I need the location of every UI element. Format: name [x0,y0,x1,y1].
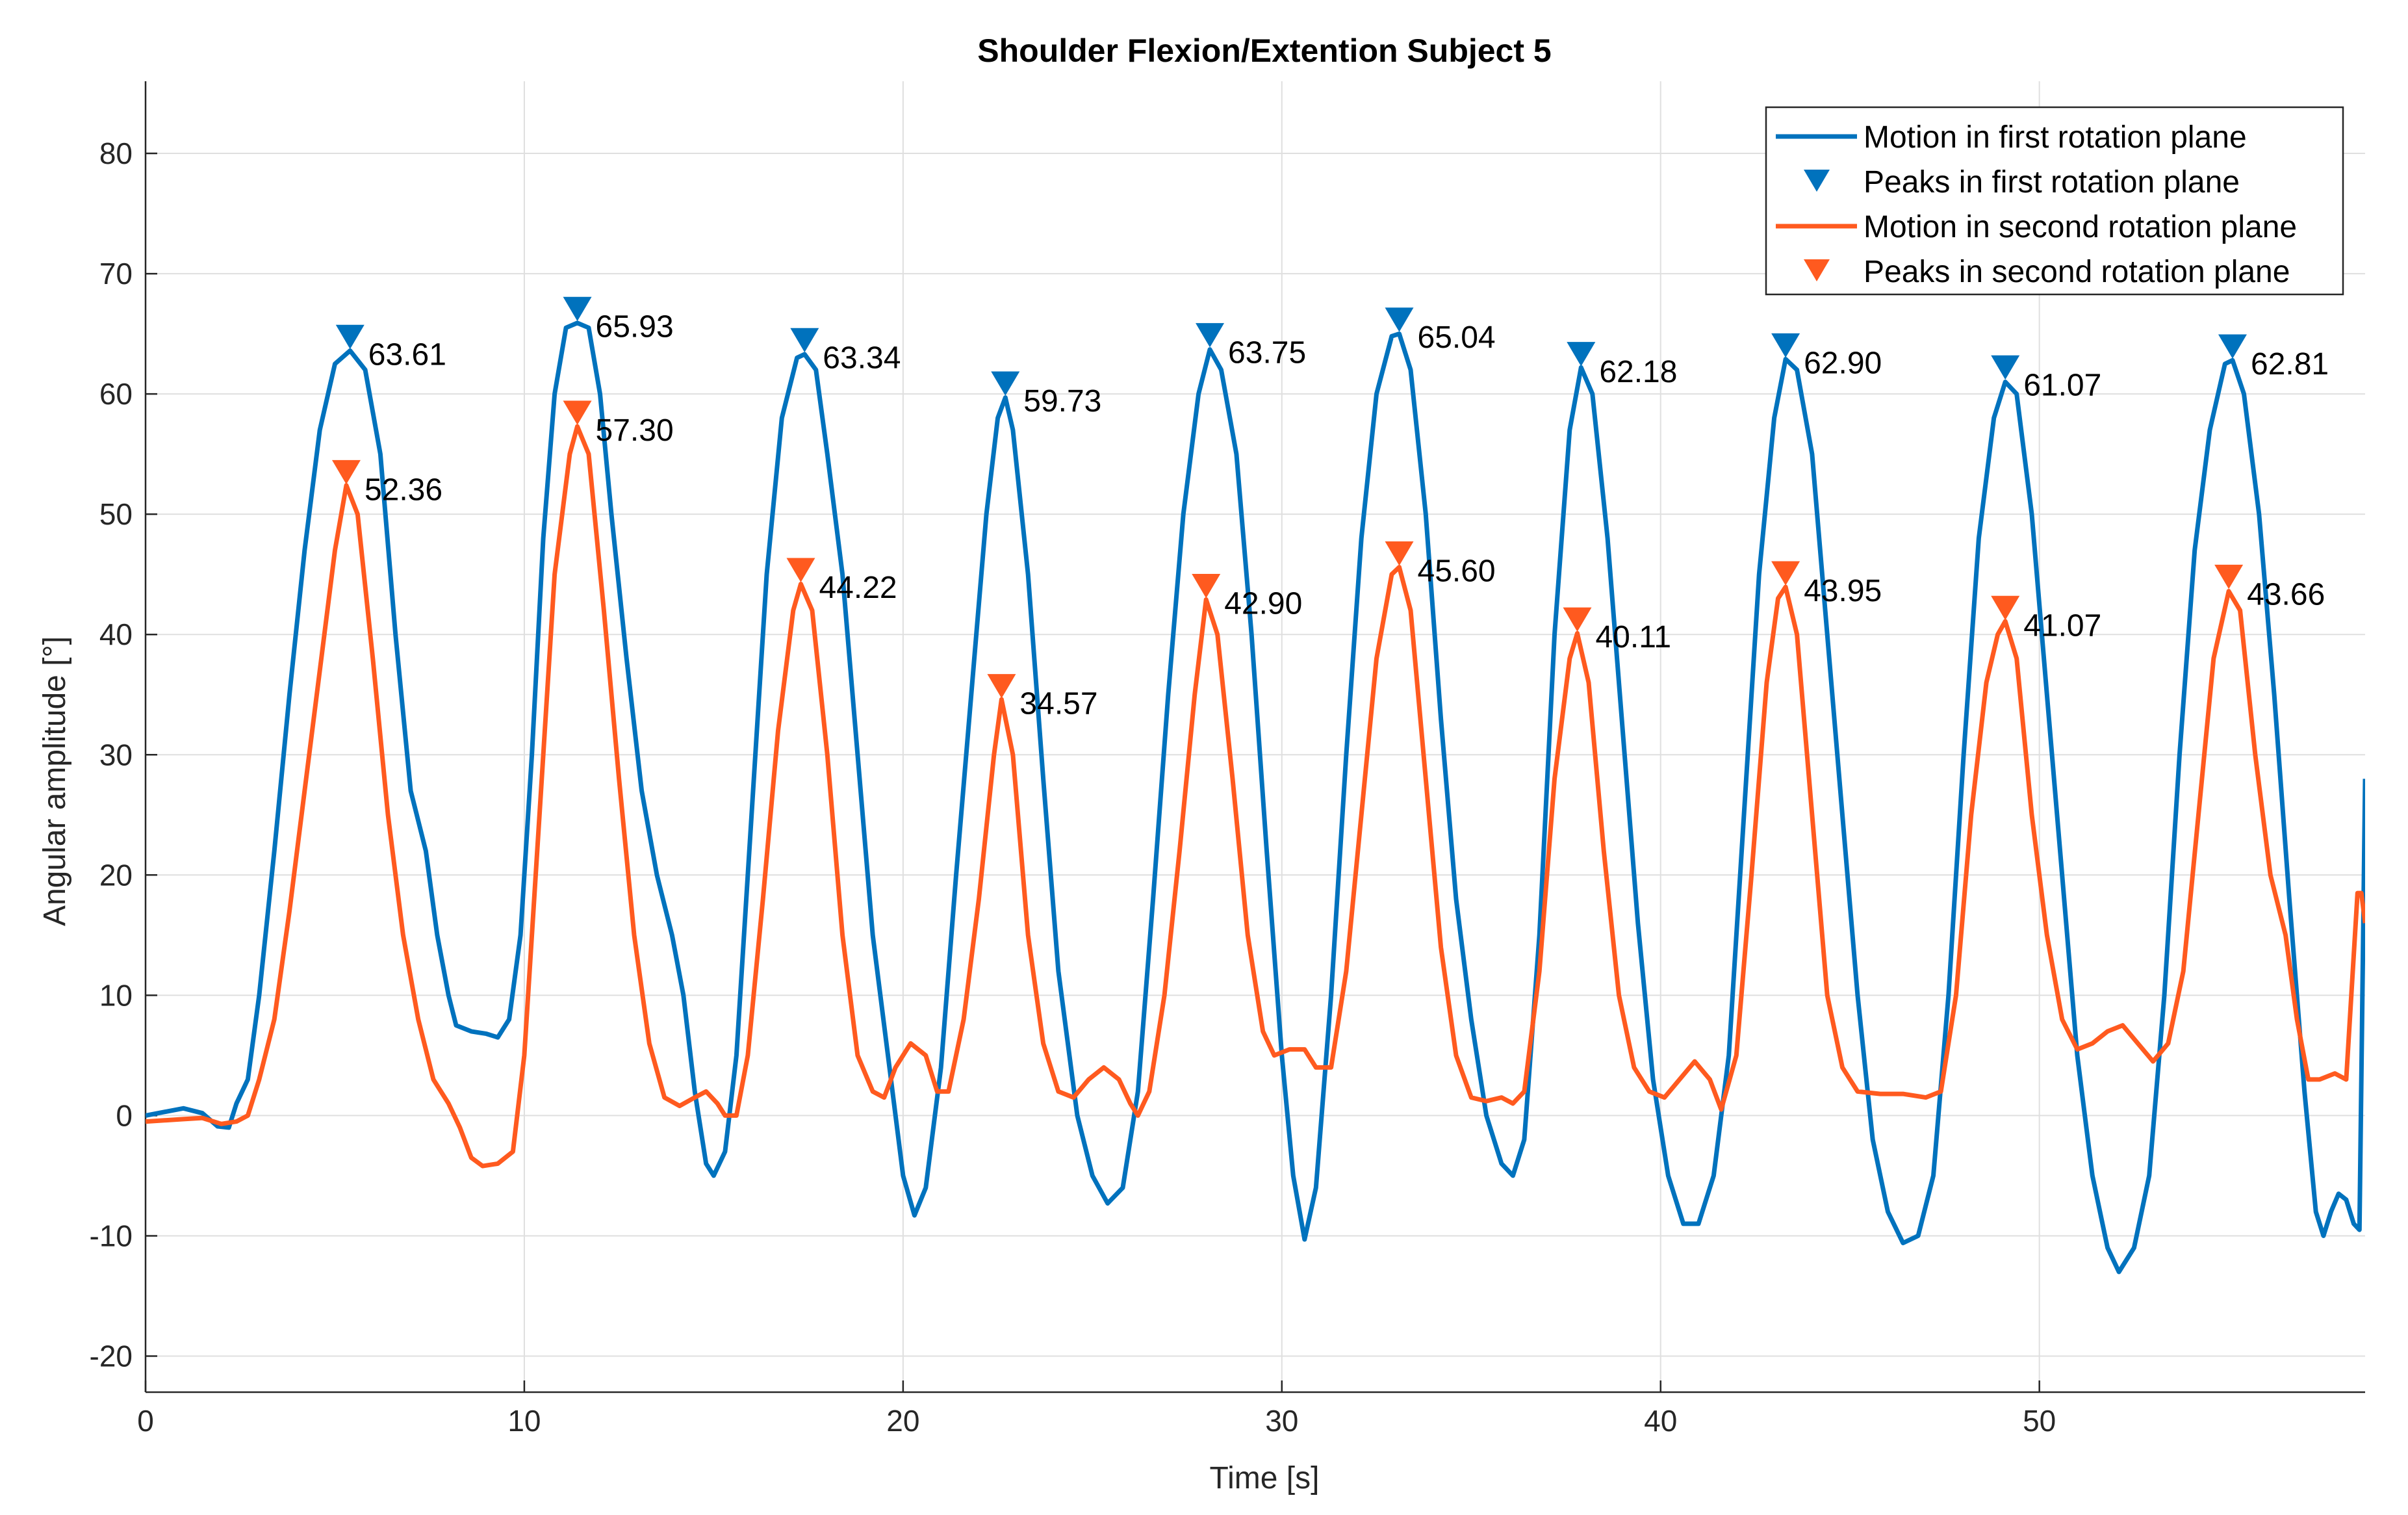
peak-label-first-plane: 62.18 [1599,355,1677,389]
peak-label-second-plane: 34.57 [1019,687,1097,721]
legend-swatch-first-peaks [1804,170,1830,192]
peak-label-first-plane: 63.61 [368,337,446,372]
peak-marker-first-plane [1771,333,1800,358]
peak-label-second-plane: 43.66 [2247,577,2325,612]
peak-marker-second-plane [2214,564,2244,589]
x-tick-label: 40 [1644,1404,1677,1438]
peak-marker-first-plane [563,296,592,322]
peak-label-first-plane: 63.75 [1228,336,1306,370]
chart-title: Shoulder Flexion/Extention Subject 5 [977,32,1551,69]
tick-layer: 0 10 20 30 40 50 -20 -10 0 10 20 30 40 50 60 70 80 [90,81,2365,1438]
legend-swatch-second-peaks [1804,259,1830,281]
peak-label-second-plane: 41.07 [2023,608,2101,643]
peak-label-second-plane: 52.36 [365,473,442,507]
peak-label-second-plane: 57.30 [596,413,674,448]
peak-label-first-plane: 65.93 [596,309,674,344]
peak-label-second-plane: 44.22 [819,571,897,605]
peak-marker-second-plane [1991,595,2020,621]
y-tick-label: 50 [99,497,133,531]
peak-marker-first-plane [991,371,1020,396]
peak-marker-first-plane [2218,334,2247,359]
peak-label-second-plane: 45.60 [1418,554,1496,589]
peak-label-first-plane: 59.73 [1023,384,1101,419]
legend-entry-label: Peaks in first rotation plane [1864,165,2240,200]
series-line-second-plane [146,424,2365,1169]
peak-marker-second-plane [1385,541,1414,566]
y-tick-label: 0 [116,1098,133,1132]
legend-entry-label: Motion in first rotation plane [1864,120,2247,155]
y-tick-label: 40 [99,617,133,651]
peak-marker-first-plane [1196,323,1225,348]
y-tick-label: 10 [99,978,133,1012]
peak-label-first-plane: 62.90 [1804,346,1882,380]
legend-entry-label: Peaks in second rotation plane [1864,255,2290,289]
peak-marker-second-plane [331,460,361,485]
peak-marker-first-plane [1385,307,1414,332]
x-tick-label: 10 [507,1404,541,1438]
y-tick-label: 70 [99,257,133,291]
peak-marker-first-plane [790,328,819,353]
series-layer [146,296,2365,1275]
peak-marker-second-plane [1563,607,1592,632]
x-tick-label: 20 [886,1404,919,1438]
peak-label-first-plane: 65.04 [1418,320,1496,355]
plot-area [146,81,2365,1392]
x-tick-label: 30 [1265,1404,1298,1438]
y-tick-label: 60 [99,377,133,411]
series-line-first-plane [146,320,2365,1275]
peak-marker-second-plane [786,558,815,582]
legend-box [1765,106,2344,296]
legend-entry-label: Motion in second rotation plane [1864,210,2297,244]
peak-marker-first-plane [335,324,365,350]
x-axis-label: Time [s] [1210,1461,1320,1496]
peak-marker-second-plane [563,400,592,425]
y-axis-label: Angular amplitude [°] [38,636,72,926]
y-tick-label: 80 [99,136,133,170]
peak-label-first-plane: 63.34 [823,341,901,375]
peak-label-first-plane: 61.07 [2023,368,2101,402]
peak-marker-second-plane [1771,561,1800,586]
x-tick-label: 0 [137,1404,154,1438]
y-tick-label: -20 [90,1339,133,1373]
legend: Motion in first rotation plane Peaks in f… [1765,106,2344,296]
peak-label-first-plane: 62.81 [2251,347,2329,382]
peak-marker-second-plane [987,674,1016,699]
peak-label-second-plane: 40.11 [1595,620,1671,654]
peak-marker-first-plane [1567,342,1596,367]
label-layer: 63.61 65.93 63.34 59.73 63.75 65.04 62.18 62.90… [365,309,2329,721]
y-tick-label: 20 [99,858,133,892]
x-tick-label: 50 [2023,1404,2056,1438]
peak-marker-second-plane [1192,573,1221,599]
y-tick-label: -10 [90,1219,133,1252]
peak-marker-first-plane [1991,355,2020,380]
peak-label-second-plane: 42.90 [1224,587,1302,621]
peak-label-second-plane: 43.95 [1804,574,1882,608]
y-tick-label: 30 [99,738,133,771]
